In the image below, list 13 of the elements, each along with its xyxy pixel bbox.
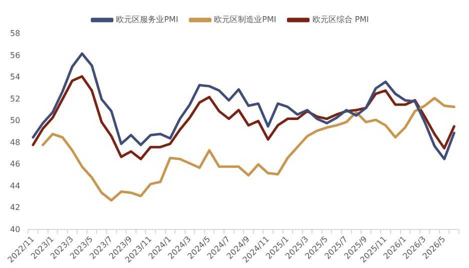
y-tick-label: 56 bbox=[10, 50, 20, 60]
y-tick-label: 40 bbox=[10, 224, 20, 234]
y-tick-label: 48 bbox=[10, 138, 20, 147]
legend-label: 欧元区制造业PMI bbox=[214, 15, 276, 24]
y-tick-label: 42 bbox=[10, 203, 20, 212]
legend-label: 欧元区服务业PMI bbox=[116, 15, 178, 24]
legend-label: 欧元区综合 PMI bbox=[312, 15, 369, 24]
y-tick-label: 52 bbox=[10, 94, 20, 104]
y-tick-label: 54 bbox=[10, 72, 20, 82]
y-tick-label: 46 bbox=[10, 160, 20, 169]
y-tick-label: 58 bbox=[10, 29, 20, 38]
y-tick-label: 44 bbox=[10, 181, 20, 190]
y-tick-label: 50 bbox=[10, 116, 20, 126]
